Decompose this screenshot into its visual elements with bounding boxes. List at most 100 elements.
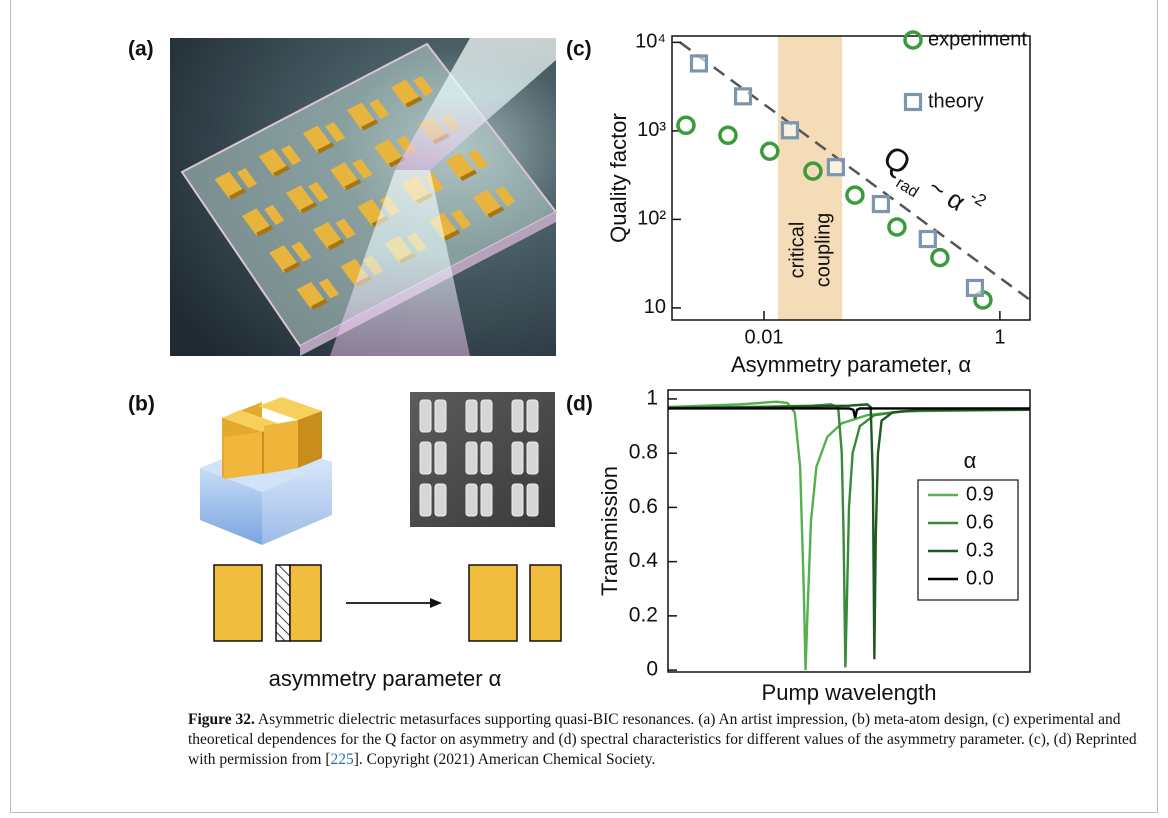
caption-text: ]. Copyright (2021) American Chemical So… bbox=[353, 751, 656, 768]
meta-atom bbox=[285, 185, 315, 213]
y-tick-label: 0.4 bbox=[629, 549, 659, 572]
block-side bbox=[298, 411, 322, 468]
meta-atom-shade bbox=[272, 165, 291, 177]
caption: Figure 32. Asymmetric dielectric metasur… bbox=[188, 710, 1160, 770]
data-point bbox=[871, 194, 891, 214]
x-axis-label: Asymmetry parameter, α bbox=[731, 352, 971, 377]
removed-part bbox=[275, 564, 291, 642]
data-point bbox=[887, 217, 907, 237]
data-point bbox=[965, 278, 985, 298]
legend-label: 0.0 bbox=[966, 567, 994, 589]
sem-pillar bbox=[511, 483, 524, 517]
y-tick-label: 10⁴ bbox=[635, 31, 666, 53]
sem-pillar bbox=[419, 483, 432, 517]
spectrum-line bbox=[667, 403, 1030, 660]
sem-pillar bbox=[480, 441, 493, 475]
meta-atom bbox=[369, 98, 390, 120]
data-point bbox=[845, 185, 865, 205]
block-schematic bbox=[213, 564, 263, 642]
block-schematic bbox=[529, 564, 562, 642]
meta-atom bbox=[324, 121, 346, 143]
meta-atom-shade bbox=[487, 206, 505, 218]
sem-pillar bbox=[419, 399, 432, 433]
meta-atom-shade bbox=[317, 142, 335, 154]
meta-atom bbox=[302, 125, 332, 153]
block-schematic bbox=[468, 564, 518, 642]
meta-atom-shade bbox=[443, 229, 461, 241]
y-axis-label: Quality factor bbox=[606, 113, 631, 243]
artist-impression bbox=[170, 38, 558, 356]
data-point bbox=[826, 158, 845, 177]
meta-atom-shade bbox=[310, 298, 329, 310]
meta-atom bbox=[495, 186, 516, 207]
meta-atom bbox=[236, 168, 258, 189]
data-point bbox=[689, 54, 709, 73]
meta-atom-design: asymmetry parameter α bbox=[200, 392, 562, 691]
data-point bbox=[676, 115, 696, 136]
meta-atom bbox=[264, 204, 285, 226]
meta-atom-shade bbox=[344, 179, 362, 191]
meta-atom bbox=[330, 162, 360, 190]
annotation-relation: ~ α bbox=[923, 172, 971, 217]
sem-pillar bbox=[526, 441, 539, 475]
sem-pillar bbox=[511, 441, 524, 475]
legend-title: α bbox=[964, 448, 977, 473]
meta-atom bbox=[335, 218, 356, 239]
y-axis-label: Transmission bbox=[597, 466, 622, 596]
legend-label: experiment bbox=[928, 28, 1027, 50]
meta-atom bbox=[390, 79, 420, 107]
panel-label: (a) bbox=[128, 38, 154, 61]
sem-pillar bbox=[465, 399, 478, 433]
substrate-side bbox=[262, 462, 332, 545]
arrow-head bbox=[430, 598, 442, 608]
meta-atom-shade bbox=[459, 169, 478, 181]
block-front bbox=[264, 420, 298, 474]
y-tick-label: 1 bbox=[646, 386, 658, 409]
data-point bbox=[718, 125, 738, 146]
design-label: asymmetry parameter α bbox=[269, 666, 502, 691]
y-tick-label: 0 bbox=[646, 658, 658, 681]
legend-marker bbox=[903, 30, 923, 50]
meta-atom-shade bbox=[228, 188, 247, 200]
legend-label: 0.6 bbox=[966, 511, 994, 533]
block-top bbox=[258, 397, 322, 420]
meta-atom bbox=[269, 245, 299, 273]
legend-label: 0.9 bbox=[966, 483, 994, 505]
sem-pillar bbox=[511, 399, 524, 433]
panel-label: (c) bbox=[566, 38, 592, 61]
sem-pillars bbox=[419, 399, 539, 517]
block-front bbox=[224, 432, 262, 479]
citation: 225 bbox=[330, 751, 354, 768]
fit-line bbox=[679, 41, 1031, 301]
annotation-text: Q bbox=[877, 138, 917, 182]
y-tick-label: 0.2 bbox=[629, 603, 658, 626]
meta-atom bbox=[445, 152, 475, 180]
caption-label: Figure 32. bbox=[188, 711, 255, 728]
y-tick-label: 10³ bbox=[637, 119, 666, 141]
region-label: coupling bbox=[812, 213, 834, 288]
y-tick-label: 10² bbox=[637, 208, 666, 230]
meta-atom bbox=[258, 148, 288, 176]
meta-atom bbox=[280, 144, 302, 166]
block-schematic bbox=[289, 564, 322, 642]
plot-frame bbox=[671, 35, 1031, 321]
legend-label: theory bbox=[928, 90, 984, 112]
meta-atom bbox=[308, 181, 329, 202]
substrate-side bbox=[200, 468, 262, 545]
x-tick-label: 1 bbox=[994, 326, 1005, 348]
meta-atom-shade bbox=[283, 261, 301, 274]
y-tick-label: 0.6 bbox=[629, 495, 658, 518]
data-point bbox=[780, 121, 800, 140]
meta-atom bbox=[241, 208, 271, 236]
sem-pillar bbox=[434, 399, 447, 433]
panel-label: (d) bbox=[566, 393, 593, 416]
spectrum-line bbox=[668, 407, 1030, 419]
meta-atom bbox=[352, 158, 373, 179]
meta-atom-shade bbox=[405, 96, 423, 108]
x-axis-label: Pump wavelength bbox=[762, 680, 937, 705]
data-point bbox=[930, 247, 950, 268]
sem-pillar bbox=[480, 399, 493, 433]
sem-pillar bbox=[480, 483, 493, 517]
data-point bbox=[918, 229, 937, 249]
